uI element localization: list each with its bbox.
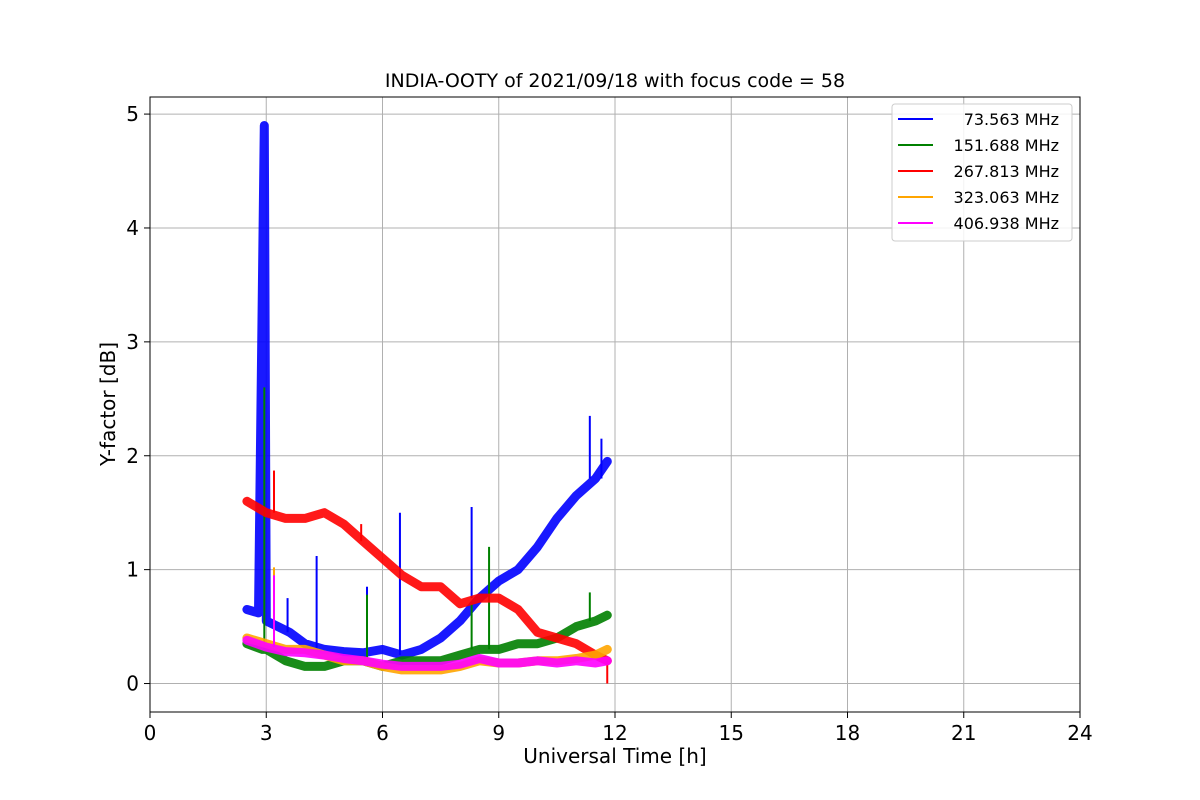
y-tick-label: 1 — [126, 558, 139, 582]
series-line-5 — [242, 635, 612, 671]
x-tick-label: 18 — [835, 721, 860, 745]
legend: 73.563 MHz 151.688 MHz 267.813 MHz 323.063 … — [891, 103, 1073, 242]
legend-entry-5: 406.938 MHz — [954, 214, 1059, 233]
x-tick-label: 9 — [492, 721, 505, 745]
x-tick-label: 24 — [1067, 721, 1092, 745]
x-tick-label: 0 — [144, 721, 157, 745]
x-tick-label: 21 — [951, 721, 976, 745]
y-tick-label: 3 — [126, 330, 139, 354]
y-axis-label: Y-factor [dB] — [96, 342, 120, 467]
series-line-3 — [242, 496, 612, 666]
y-tick-label: 2 — [126, 444, 139, 468]
plot-area — [242, 121, 612, 684]
legend-entry-2: 151.688 MHz — [954, 136, 1059, 155]
legend-entry-3: 267.813 MHz — [954, 162, 1059, 181]
x-tick-label: 12 — [602, 721, 627, 745]
x-tick-label: 3 — [260, 721, 273, 745]
x-axis-label: Universal Time [h] — [523, 744, 706, 768]
y-tick-label: 5 — [126, 102, 139, 126]
chart-title: INDIA-OOTY of 2021/09/18 with focus code… — [385, 70, 845, 92]
y-tick-label: 0 — [126, 672, 139, 696]
legend-entry-1: 73.563 MHz — [964, 110, 1059, 129]
x-tick-label: 15 — [719, 721, 744, 745]
x-tick-label: 6 — [376, 721, 389, 745]
legend-entry-4: 323.063 MHz — [954, 188, 1059, 207]
legend-box — [891, 103, 1073, 242]
y-tick-label: 4 — [126, 216, 139, 240]
